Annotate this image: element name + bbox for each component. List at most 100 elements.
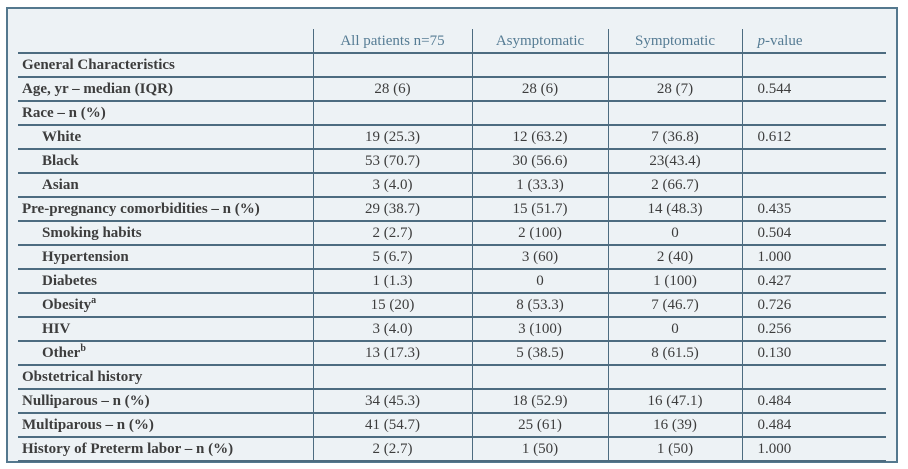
table-row: Diabetes 1 (1.3) 0 1 (100) 0.427 <box>18 269 886 294</box>
row-label: Multiparous – n (%) <box>18 413 313 438</box>
table-body: General Characteristics Age, yr – median… <box>18 53 886 462</box>
cell-p-value <box>741 101 886 126</box>
table-row: Nulliparous – n (%) 34 (45.3) 18 (52.9) … <box>18 389 886 414</box>
cell-symptomatic: 7 (36.8) <box>607 125 742 150</box>
cell-all-patients: 19 (25.3) <box>312 125 472 150</box>
p-value-label: p-value <box>757 32 803 49</box>
cell-p-value: 0.726 <box>741 293 886 318</box>
row-label-text: Other <box>42 345 81 361</box>
table-row: Asian 3 (4.0) 1 (33.3) 2 (66.7) <box>18 173 886 198</box>
cell-symptomatic: 0 <box>607 317 742 342</box>
table-row: Race – n (%) <box>18 101 886 126</box>
row-label: HIV <box>18 317 313 342</box>
header-blank <box>18 29 313 54</box>
row-label-text: Asian <box>42 177 79 193</box>
cell-p-value <box>741 53 886 78</box>
cell-asymptomatic: 15 (51.7) <box>471 197 608 222</box>
cell-asymptomatic: 1 (33.3) <box>471 173 608 198</box>
table-figure-panel: All patients n=75 Asymptomatic Symptomat… <box>6 7 898 463</box>
row-label-text: Nulliparous – n (%) <box>22 393 150 409</box>
cell-symptomatic: 28 (7) <box>607 77 742 102</box>
row-label: History of Preterm labor – n (%) <box>18 437 313 462</box>
cell-asymptomatic: 30 (56.6) <box>471 149 608 174</box>
cell-all-patients: 28 (6) <box>312 77 472 102</box>
cell-asymptomatic: 3 (60) <box>471 245 608 270</box>
table-row: HIV 3 (4.0) 3 (100) 0 0.256 <box>18 317 886 342</box>
cell-symptomatic: 14 (48.3) <box>607 197 742 222</box>
cell-all-patients: 15 (20) <box>312 293 472 318</box>
cell-all-patients: 41 (54.7) <box>312 413 472 438</box>
row-label: Otherb <box>18 341 313 366</box>
row-label: Pre-pregnancy comorbidities – n (%) <box>18 197 313 222</box>
cell-asymptomatic: 0 <box>471 269 608 294</box>
row-label-text: Pre-pregnancy comorbidities – n (%) <box>22 201 260 217</box>
cell-all-patients: 3 (4.0) <box>312 317 472 342</box>
cell-all-patients: 29 (38.7) <box>312 197 472 222</box>
table-row: Pre-pregnancy comorbidities – n (%) 29 (… <box>18 197 886 222</box>
row-label: Black <box>18 149 313 174</box>
cell-symptomatic: 1 (50) <box>607 437 742 462</box>
row-label: Smoking habits <box>18 221 313 246</box>
cell-symptomatic: 0 <box>607 221 742 246</box>
cell-symptomatic: 2 (40) <box>607 245 742 270</box>
cell-all-patients <box>312 365 472 390</box>
row-label-text: Age, yr – median (IQR) <box>22 81 173 97</box>
cell-asymptomatic: 25 (61) <box>471 413 608 438</box>
row-label-text: HIV <box>42 321 71 337</box>
row-label: Diabetes <box>18 269 313 294</box>
cell-asymptomatic: 2 (100) <box>471 221 608 246</box>
cell-symptomatic: 16 (47.1) <box>607 389 742 414</box>
cell-symptomatic <box>607 101 742 126</box>
cell-p-value: 0.504 <box>741 221 886 246</box>
cell-p-value: 1.000 <box>741 245 886 270</box>
row-label-text: Obstetrical history <box>22 369 143 385</box>
cell-p-value: 0.612 <box>741 125 886 150</box>
table-row: Black 53 (70.7) 30 (56.6) 23(43.4) <box>18 149 886 174</box>
cell-asymptomatic <box>471 53 608 78</box>
cell-asymptomatic: 18 (52.9) <box>471 389 608 414</box>
table-row: Multiparous – n (%) 41 (54.7) 25 (61) 16… <box>18 413 886 438</box>
table-row: Otherb 13 (17.3) 5 (38.5) 8 (61.5) 0.130 <box>18 341 886 366</box>
cell-asymptomatic <box>471 101 608 126</box>
cell-all-patients: 13 (17.3) <box>312 341 472 366</box>
row-label: White <box>18 125 313 150</box>
cell-symptomatic: 2 (66.7) <box>607 173 742 198</box>
row-label: Obesitya <box>18 293 313 318</box>
header-asymptomatic: Asymptomatic <box>471 29 608 54</box>
row-label: General Characteristics <box>18 53 313 78</box>
cell-all-patients: 3 (4.0) <box>312 173 472 198</box>
cell-p-value: 0.484 <box>741 413 886 438</box>
row-label-text: Race – n (%) <box>22 105 106 121</box>
cell-all-patients: 34 (45.3) <box>312 389 472 414</box>
cell-p-value: 0.427 <box>741 269 886 294</box>
cell-p-value: 0.484 <box>741 389 886 414</box>
cell-all-patients <box>312 53 472 78</box>
cell-symptomatic <box>607 53 742 78</box>
cell-symptomatic: 1 (100) <box>607 269 742 294</box>
table-row: White 19 (25.3) 12 (63.2) 7 (36.8) 0.612 <box>18 125 886 150</box>
table-row: General Characteristics <box>18 53 886 78</box>
table-row: Obstetrical history <box>18 365 886 390</box>
cell-asymptomatic: 8 (53.3) <box>471 293 608 318</box>
row-label: Obstetrical history <box>18 365 313 390</box>
cell-p-value: 0.544 <box>741 77 886 102</box>
cell-symptomatic: 8 (61.5) <box>607 341 742 366</box>
cell-p-value <box>741 173 886 198</box>
cell-all-patients: 2 (2.7) <box>312 437 472 462</box>
header-p-value: p-value <box>741 29 886 54</box>
footnote-marker: a <box>91 295 97 306</box>
table-row: Obesitya 15 (20) 8 (53.3) 7 (46.7) 0.726 <box>18 293 886 318</box>
cell-all-patients: 5 (6.7) <box>312 245 472 270</box>
cell-all-patients: 2 (2.7) <box>312 221 472 246</box>
header-all-patients: All patients n=75 <box>312 29 472 54</box>
row-label-text: Black <box>42 153 79 169</box>
cell-all-patients: 1 (1.3) <box>312 269 472 294</box>
row-label-text: General Characteristics <box>22 57 175 73</box>
cell-asymptomatic: 28 (6) <box>471 77 608 102</box>
row-label: Hypertension <box>18 245 313 270</box>
row-label-text: Smoking habits <box>42 225 142 241</box>
cell-asymptomatic: 1 (50) <box>471 437 608 462</box>
row-label-text: History of Preterm labor – n (%) <box>22 441 234 457</box>
cell-all-patients: 53 (70.7) <box>312 149 472 174</box>
row-label-text: Diabetes <box>42 273 97 289</box>
